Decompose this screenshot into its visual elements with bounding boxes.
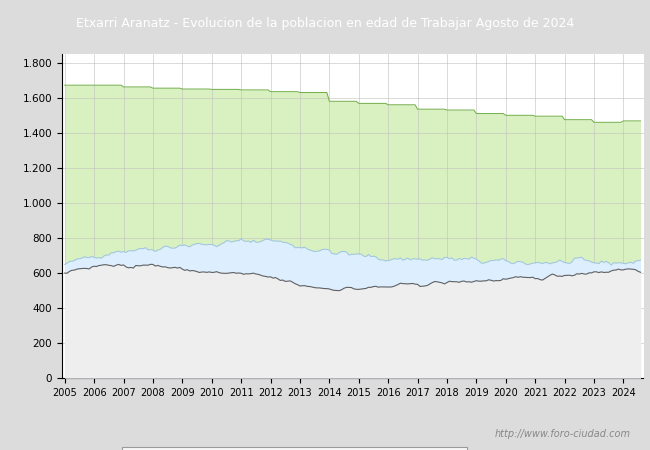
Legend: Ocupados, Parados, Hab. entre 16-64: Ocupados, Parados, Hab. entre 16-64: [122, 447, 467, 450]
Text: Etxarri Aranatz - Evolucion de la poblacion en edad de Trabajar Agosto de 2024: Etxarri Aranatz - Evolucion de la poblac…: [76, 17, 574, 30]
Text: http://www.foro-ciudad.com: http://www.foro-ciudad.com: [495, 429, 630, 439]
